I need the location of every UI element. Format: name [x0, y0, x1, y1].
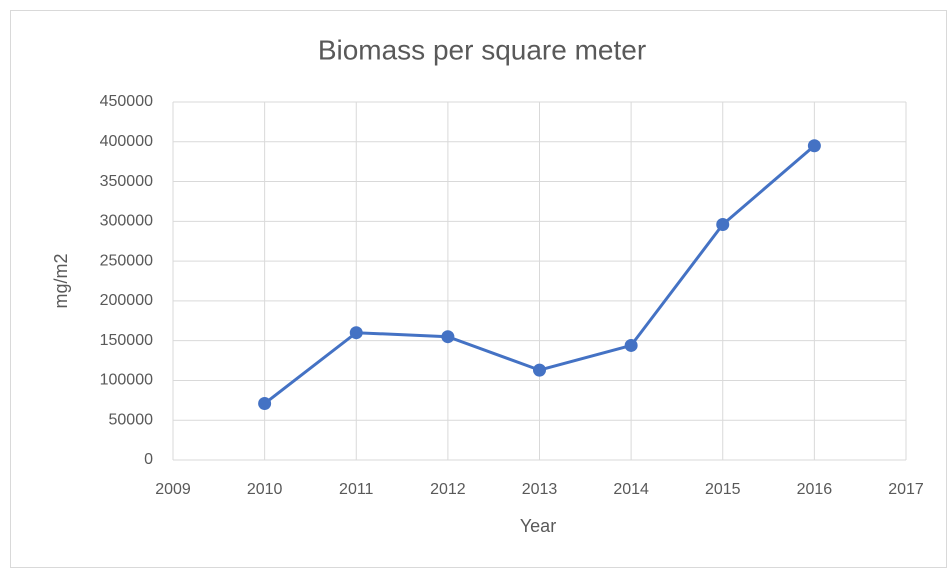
- chart-title: Biomass per square meter: [318, 34, 646, 65]
- y-tick-label: 250000: [100, 252, 153, 269]
- marker: [716, 218, 730, 232]
- marker: [807, 139, 821, 153]
- y-tick-label: 400000: [100, 133, 153, 150]
- marker: [349, 326, 363, 340]
- marker: [258, 397, 272, 411]
- y-tick-label: 100000: [100, 372, 153, 389]
- marker: [533, 363, 546, 377]
- x-tick-label: 2012: [430, 481, 466, 498]
- x-axis-title: Year: [520, 516, 556, 536]
- y-tick-label: 0: [144, 451, 153, 468]
- x-tick-label: 2014: [613, 481, 649, 498]
- x-tick-label: 2016: [797, 481, 833, 498]
- y-tick-label: 300000: [100, 213, 153, 230]
- x-tick-label: 2013: [522, 481, 558, 498]
- y-tick-label: 450000: [100, 93, 153, 110]
- y-axis-title: mg/m2: [51, 253, 71, 308]
- x-tick-label: 2017: [888, 481, 924, 498]
- x-tick-label: 2009: [155, 481, 191, 498]
- x-tick-label: 2010: [247, 481, 283, 498]
- chart-frame: [10, 10, 947, 568]
- x-tick-label: 2015: [705, 481, 741, 498]
- x-tick-label: 2011: [339, 481, 374, 498]
- y-tick-label: 200000: [100, 292, 153, 309]
- marker: [441, 330, 455, 344]
- y-tick-label: 350000: [100, 173, 153, 190]
- marker: [624, 338, 638, 352]
- y-tick-label: 50000: [109, 411, 154, 428]
- y-tick-label: 150000: [100, 332, 153, 349]
